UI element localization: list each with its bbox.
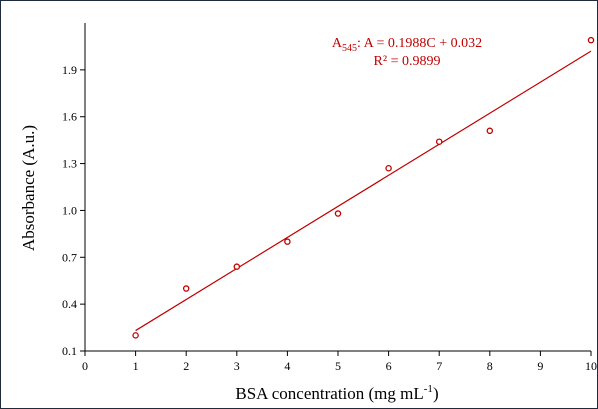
x-tick-label: 8 [487,359,493,373]
trendline [135,50,592,332]
x-axis-title-main: BSA concentration (mg mL [235,384,423,403]
equation-lead: A [332,36,343,51]
y-tick-label: 0.4 [62,297,77,311]
y-axis-title: Absorbance (A.u.) [19,125,38,251]
data-point [435,138,443,145]
x-tick-label: 10 [585,359,597,373]
r-squared-annotation: R² = 0.9899 [374,54,441,69]
x-tick-label: 2 [183,359,189,373]
data-point [182,285,190,292]
data-point [132,332,139,339]
x-tick-label: 3 [234,359,240,373]
y-tick-label: 0.7 [62,250,77,264]
data-point [334,210,342,217]
x-tick-label: 0 [82,359,88,373]
x-tick-label: 1 [133,359,139,373]
data-point [385,165,392,172]
x-tick-label: 7 [436,359,442,373]
equation-text: : A = 0.1988C + 0.032 [357,36,482,51]
y-tick-label: 1.6 [62,110,77,124]
y-tick-label: 1.3 [62,157,77,171]
ticks: 0 1 2 3 4 5 6 7 8 9 10 0.1 0.4 0.7 1.0 1.3 1.6 1.9 [62,63,597,373]
x-tick-label: 4 [284,359,290,373]
axes [84,23,591,352]
x-axis-title: BSA concentration (mg mL-1) [235,383,438,403]
y-tick-label: 1.9 [62,63,77,77]
equation-subscript: 545 [342,43,357,54]
x-tick-label: 9 [537,359,543,373]
y-tick-label: 1.0 [62,203,77,217]
x-tick-label: 5 [335,359,341,373]
x-axis-title-suffix: ) [433,384,439,403]
y-tick-label: 0.1 [62,344,77,358]
x-tick-label: 6 [386,359,392,373]
x-axis-title-superscript: -1 [424,383,433,395]
data-point [587,36,595,44]
trendline-group [135,50,592,332]
data-point [486,127,494,135]
data-point [233,263,241,270]
equation-annotation: A545: A = 0.1988C + 0.032 [332,36,482,54]
data-points [132,36,595,339]
data-point [284,238,291,245]
